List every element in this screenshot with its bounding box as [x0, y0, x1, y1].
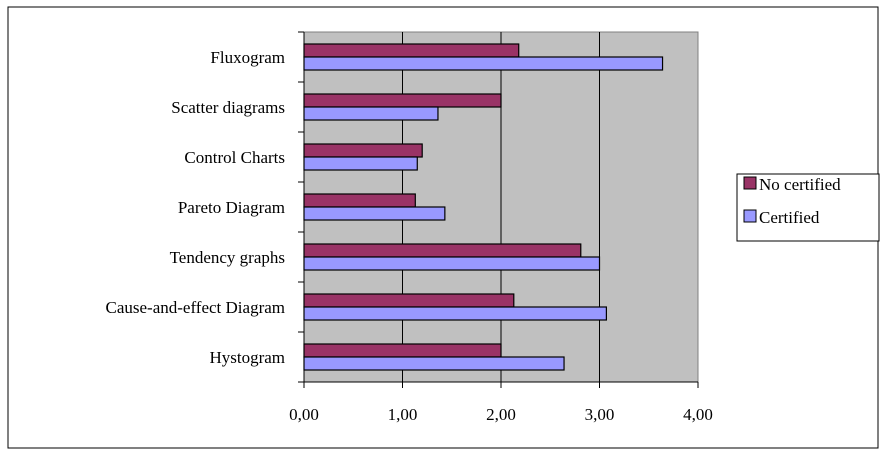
axes	[298, 31, 699, 388]
category-label: Control Charts	[184, 148, 285, 167]
category-label: Pareto Diagram	[178, 198, 285, 217]
bar-no-certified	[303, 243, 582, 258]
bar-no-certified	[303, 43, 520, 58]
legend-swatch	[743, 209, 757, 223]
bar-certified	[303, 306, 607, 321]
legend: No certified Certified	[736, 173, 880, 242]
bar-certified	[303, 206, 446, 221]
x-tick-label: 1,00	[388, 405, 418, 424]
category-label: Scatter diagrams	[171, 98, 285, 117]
bar-no-certified	[303, 93, 502, 108]
category-label: Hystogram	[209, 348, 285, 367]
bars	[303, 43, 664, 371]
x-tick-label: 2,00	[486, 405, 516, 424]
tick-labels: 0,00 1,00 2,00 3,00 4,00	[289, 405, 713, 424]
bar-no-certified	[303, 143, 423, 158]
x-tick-label: 0,00	[289, 405, 319, 424]
bar-certified	[303, 106, 439, 121]
bar-certified	[303, 56, 664, 71]
legend-label: No certified	[759, 175, 841, 194]
x-tick-label: 4,00	[683, 405, 713, 424]
bar-certified	[303, 156, 418, 171]
legend-frame	[736, 173, 880, 242]
legend-label: Certified	[759, 208, 820, 227]
x-tick-label: 3,00	[585, 405, 615, 424]
bar-no-certified	[303, 193, 416, 208]
category-label: Tendency graphs	[170, 248, 285, 267]
category-label: Fluxogram	[210, 48, 285, 67]
bar-certified	[303, 256, 601, 271]
legend-swatch	[743, 176, 757, 190]
category-label: Cause-and-effect Diagram	[105, 298, 285, 317]
bar-no-certified	[303, 293, 515, 308]
bar-certified	[303, 356, 565, 371]
category-labels: Fluxogram Scatter diagrams Control Charts P…	[105, 48, 285, 367]
bar-no-certified	[303, 343, 502, 358]
